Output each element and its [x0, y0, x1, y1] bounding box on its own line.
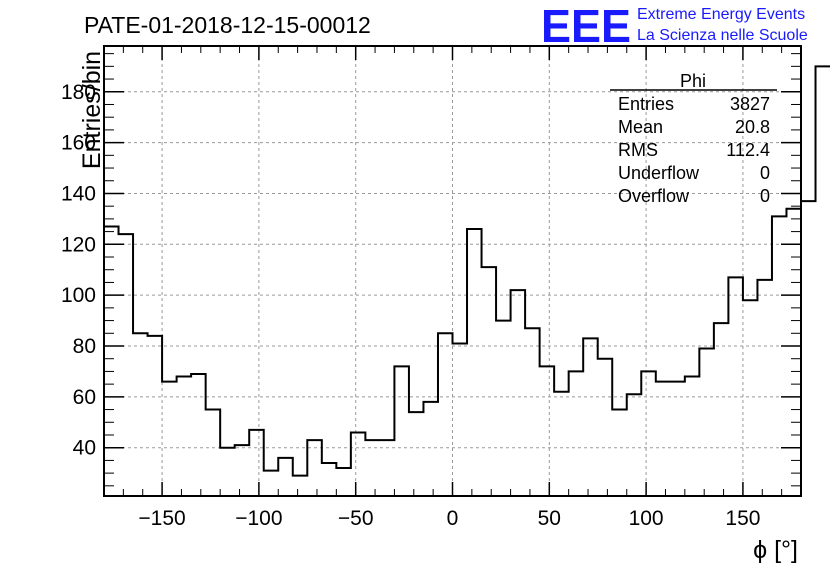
- histogram-bin: [801, 201, 816, 496]
- histogram-bin: [264, 471, 279, 496]
- stats-box-title: Phi: [680, 71, 706, 91]
- stats-box-rows: Entries 3827 Mean 20.8 RMS 112.4 Underflow 0 Ove…: [618, 94, 770, 206]
- histogram-bin: [307, 440, 322, 496]
- histogram-bin: [336, 468, 351, 496]
- histogram-bin: [583, 338, 598, 496]
- x-axis-title: ϕ [°]: [753, 536, 798, 564]
- histogram-bin: [467, 229, 482, 496]
- x-tick-label: 50: [538, 507, 561, 530]
- logo-line-2: La Scienza nelle Scuole: [637, 27, 808, 44]
- histogram-bin: [641, 371, 656, 496]
- histogram-bin: [423, 402, 438, 496]
- histogram-bin: [206, 410, 221, 496]
- histogram-bin: [104, 227, 119, 496]
- stats-row-label: Underflow: [618, 163, 700, 183]
- logo-line-1: Extreme Energy Events: [637, 6, 805, 23]
- histogram-bin: [816, 66, 831, 496]
- histogram-bin: [249, 430, 264, 496]
- histogram-bin: [453, 343, 468, 496]
- y-tick-label: 180: [61, 81, 96, 104]
- y-tick-label: 120: [61, 233, 96, 256]
- histogram-bin: [322, 463, 337, 496]
- histogram-bin: [148, 336, 163, 496]
- histogram-bin: [133, 333, 148, 496]
- histogram-bin: [351, 432, 366, 496]
- x-tick-label: 100: [629, 507, 664, 530]
- x-tick-label: 0: [447, 507, 459, 530]
- histogram-bin: [714, 323, 729, 496]
- stats-row-value: 0: [760, 186, 770, 206]
- x-tick-labels: −150 −100 −50 0 50 100 150: [138, 507, 760, 530]
- stats-row-label: Overflow: [618, 186, 690, 206]
- histogram-bin: [235, 445, 250, 496]
- stats-row-value: 3827: [730, 94, 770, 114]
- histogram-bin: [220, 448, 235, 496]
- histogram-bin: [612, 410, 627, 496]
- histogram-bin: [438, 333, 453, 496]
- histogram-bin: [496, 321, 511, 496]
- histogram-bin: [525, 328, 540, 496]
- histogram-bin: [278, 458, 293, 496]
- histogram-bin: [482, 267, 497, 496]
- histogram-bin: [162, 382, 177, 496]
- y-tick-label: 40: [73, 437, 96, 460]
- y-tick-labels: 40 60 80 100 120 140 160 180: [61, 81, 96, 460]
- stats-row-label: Mean: [618, 117, 663, 137]
- histogram-bin: [757, 280, 772, 496]
- histogram-bin: [772, 216, 787, 496]
- y-tick-label: 160: [61, 132, 96, 155]
- stats-row-label: Entries: [618, 94, 674, 114]
- histogram-bin: [394, 366, 409, 496]
- stats-row-label: RMS: [618, 140, 658, 160]
- histogram-layer: [104, 65, 831, 496]
- histogram-bin: [365, 440, 380, 496]
- stats-row-value: 0: [760, 163, 770, 183]
- x-tick-label: −50: [338, 507, 374, 530]
- histogram-bin: [511, 290, 526, 496]
- histogram-bin: [743, 300, 758, 496]
- histogram-bin: [119, 234, 134, 496]
- y-axis-title: Entries/bin: [78, 51, 106, 169]
- histogram-bin: [569, 371, 584, 496]
- histogram-bin: [540, 366, 555, 496]
- x-tick-label: 150: [725, 507, 760, 530]
- histogram-bin: [786, 209, 801, 496]
- histogram-bin: [293, 476, 308, 496]
- histogram-bin: [191, 374, 206, 496]
- histogram-bin: [177, 377, 192, 496]
- y-tick-label: 80: [73, 335, 96, 358]
- histogram-bin: [409, 412, 424, 496]
- x-tick-label: −150: [138, 507, 185, 530]
- logo-letters: EEE: [541, 0, 631, 52]
- tick-layer: [103, 46, 802, 496]
- chart-title: PATE-01-2018-12-15-00012: [84, 12, 371, 38]
- stats-box: Phi Entries 3827 Mean 20.8 RMS 112.4 Underflow…: [610, 71, 777, 206]
- histogram-bin: [656, 382, 671, 496]
- grid-layer: [104, 46, 801, 496]
- histogram-bin: [598, 359, 613, 496]
- x-tick-label: −100: [235, 507, 282, 530]
- histogram-bin: [699, 349, 714, 496]
- eee-logo: EEE Extreme Energy Events La Scienza nel…: [541, 0, 808, 52]
- y-tick-label: 100: [61, 284, 96, 307]
- stats-row-value: 112.4: [726, 140, 770, 160]
- stats-row-value: 20.8: [735, 117, 770, 137]
- histogram-bin: [728, 277, 743, 496]
- histogram-bin: [685, 377, 700, 496]
- histogram-bin: [380, 440, 395, 496]
- histogram-outline: [104, 65, 831, 477]
- y-tick-label: 60: [73, 386, 96, 409]
- histogram-bin: [670, 382, 685, 496]
- histogram-bin: [627, 394, 642, 496]
- y-tick-label: 140: [61, 182, 96, 205]
- histogram-bin: [554, 392, 569, 496]
